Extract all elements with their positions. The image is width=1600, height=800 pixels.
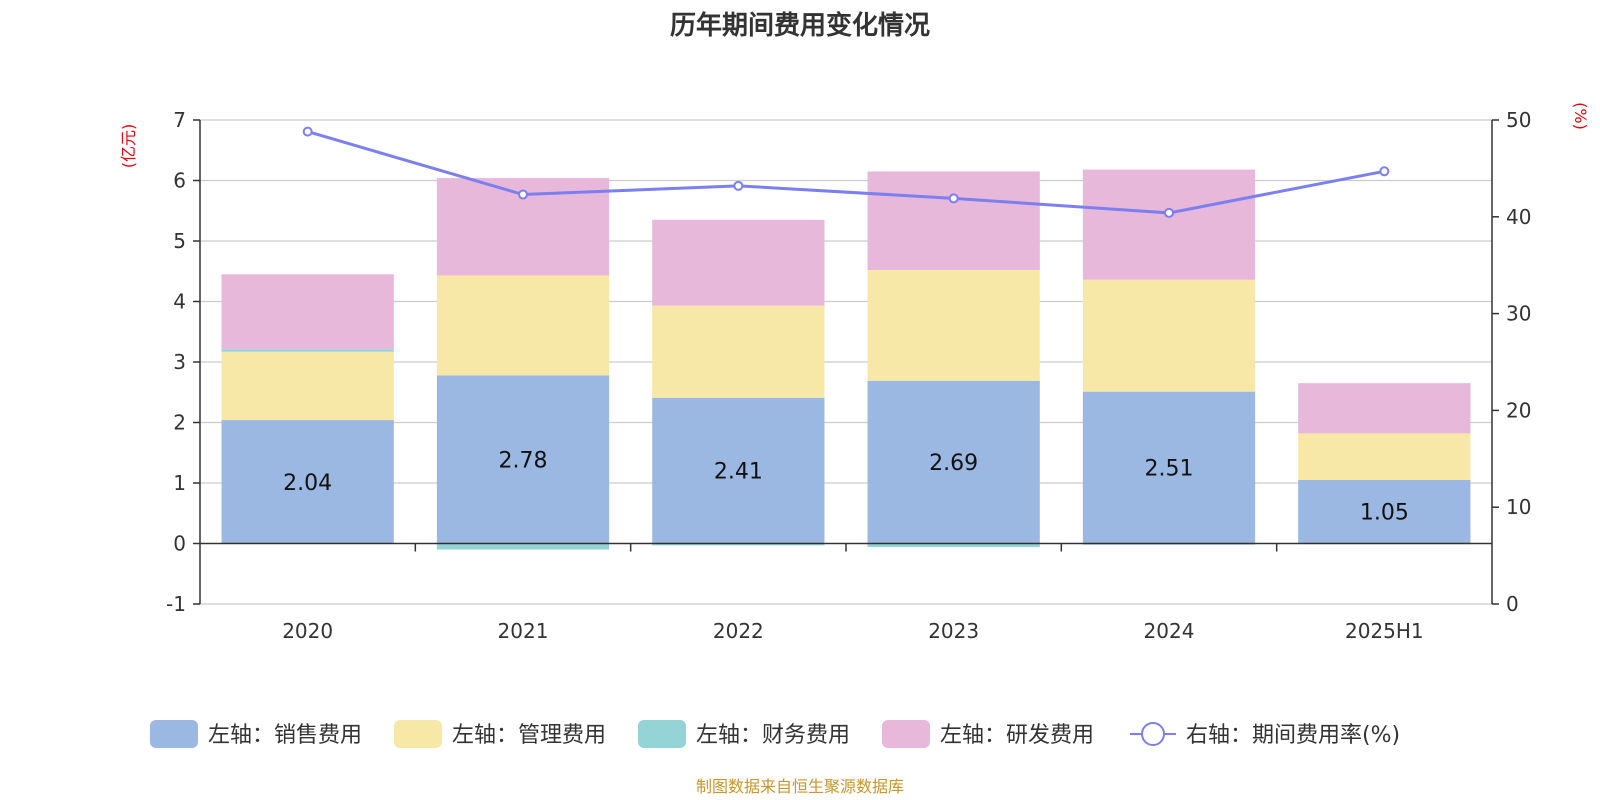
legend-swatch <box>150 720 198 748</box>
legend-line-marker <box>1141 722 1165 746</box>
rate-point <box>1164 207 1174 218</box>
rate-line-path <box>307 130 1385 215</box>
right-tick-label: 20 <box>1506 398 1531 422</box>
left-tick-label: 3 <box>173 350 186 374</box>
data-labels: 2.04 2.78 2.41 2.69 2.51 1.05 <box>283 448 1409 525</box>
right-tick-label: 50 <box>1506 108 1531 132</box>
bar-segment <box>652 543 825 546</box>
right-axis-unit: (%) <box>1571 102 1590 130</box>
left-axis-unit: (亿元) <box>119 124 138 169</box>
right-tick-label: 0 <box>1506 592 1519 616</box>
bar-segment <box>652 219 825 306</box>
left-tick-label: 7 <box>173 108 186 132</box>
bar-segment <box>867 171 1040 271</box>
category-label: 2023 <box>928 619 979 643</box>
category-label: 2022 <box>713 619 764 643</box>
left-tick-label: 4 <box>173 290 186 314</box>
bar-segment <box>867 543 1040 548</box>
rate-point <box>518 189 528 200</box>
left-tick-label: 1 <box>173 471 186 495</box>
left-tick-label: -1 <box>166 592 186 616</box>
grid <box>200 119 1492 605</box>
category-label: 2020 <box>282 619 333 643</box>
bar-segment <box>221 274 394 350</box>
source-note: 制图数据来自恒生聚源数据库 <box>696 777 904 796</box>
data-label: 2.78 <box>499 448 548 473</box>
axes: -1 0 1 2 3 4 5 6 7 0 10 20 30 40 50 2020 2021 2022 2023 202… <box>166 108 1531 643</box>
bar-segment <box>652 305 825 398</box>
bar-segment <box>1298 479 1471 544</box>
rate-point <box>302 126 313 137</box>
bar-segment <box>1298 383 1471 434</box>
bar-segment <box>652 397 825 544</box>
legend-label: 左轴：财务费用 <box>696 723 850 748</box>
data-label: 2.51 <box>1145 457 1194 482</box>
bar-segment <box>221 349 394 352</box>
legend-label: 左轴：管理费用 <box>452 723 606 748</box>
rate-point <box>1379 166 1390 177</box>
rate-line <box>302 126 1390 218</box>
legend-label: 左轴：研发费用 <box>940 723 1094 748</box>
bar-segment <box>436 275 610 376</box>
category-label: 2024 <box>1144 619 1195 643</box>
category-label: 2021 <box>498 619 549 643</box>
bar-segment <box>1298 433 1471 480</box>
bar-segment <box>436 543 610 550</box>
legend-swatch <box>638 720 686 748</box>
rate-point <box>733 180 744 191</box>
data-label: 2.41 <box>714 460 763 485</box>
bar-segment <box>1082 391 1256 544</box>
legend: 左轴：销售费用 左轴：管理费用 左轴：财务费用 左轴：研发费用 右轴：期间费用率(%) <box>150 720 1400 748</box>
bar-segment <box>221 420 394 544</box>
category-label: 2025H1 <box>1345 619 1424 643</box>
rate-point <box>948 193 959 204</box>
bars <box>221 169 1471 550</box>
data-label: 2.69 <box>929 451 978 476</box>
legend-label: 右轴：期间费用率(%) <box>1186 723 1400 748</box>
data-label: 1.05 <box>1360 501 1409 526</box>
bar-segment <box>1082 279 1256 392</box>
bar-segment <box>221 351 394 421</box>
right-tick-label: 40 <box>1506 205 1531 229</box>
bar-segment <box>867 380 1040 544</box>
legend-swatch <box>882 720 930 748</box>
right-tick-label: 10 <box>1506 495 1531 519</box>
left-tick-label: 2 <box>173 411 186 435</box>
left-tick-label: 5 <box>173 229 186 253</box>
bar-segment <box>436 375 610 544</box>
bar-segment <box>1082 169 1256 280</box>
left-tick-label: 6 <box>173 169 186 193</box>
legend-label: 左轴：销售费用 <box>208 723 362 748</box>
legend-swatch <box>394 720 442 748</box>
chart-title: 历年期间费用变化情况 <box>670 10 930 41</box>
right-tick-label: 30 <box>1506 302 1531 326</box>
bar-segment <box>867 270 1040 381</box>
left-tick-label: 0 <box>173 532 186 556</box>
data-label: 2.04 <box>283 471 332 496</box>
